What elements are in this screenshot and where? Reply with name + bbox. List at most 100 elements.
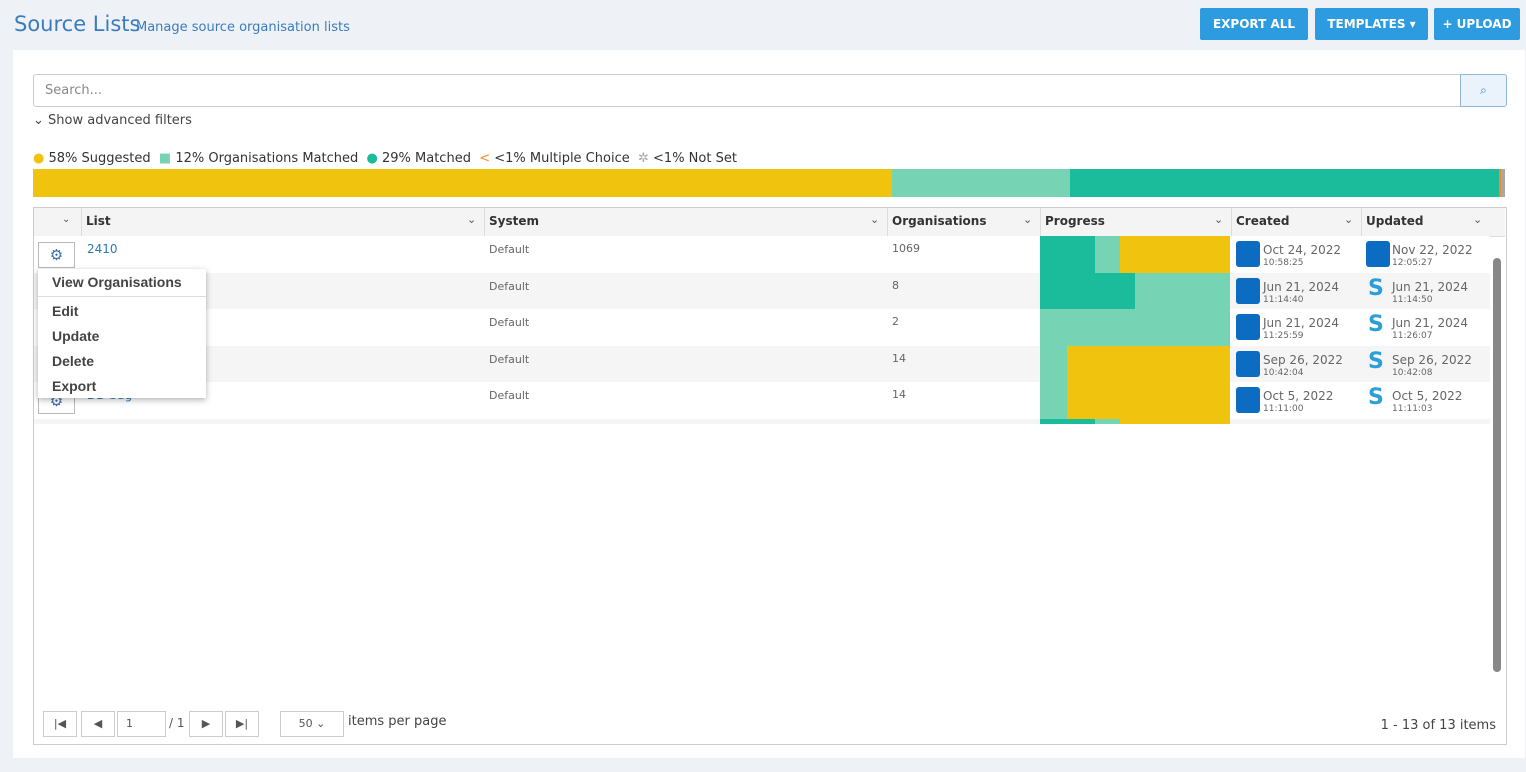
button-label: EXPORT ALL	[1212, 17, 1296, 31]
column-header[interactable]: Progress	[1045, 214, 1105, 228]
progress-bar	[1040, 382, 1230, 419]
menu-item[interactable]: Export	[52, 378, 97, 394]
menu-item[interactable]: Delete	[52, 353, 95, 369]
column-divider	[887, 208, 888, 236]
table-body: ⚙ 2410 Default 1069 Oct 24, 2022 10:58:25 Nov …	[34, 236, 1490, 424]
page-size-select[interactable]: 50 ⌄	[280, 711, 344, 737]
progress-segment	[1066, 345, 1230, 382]
legend-label: 12% Organisations Matched	[175, 151, 359, 166]
column-header[interactable]: Created	[1236, 214, 1290, 228]
system-logo: S	[1368, 348, 1384, 374]
updated-date: Sep 26, 2022	[1392, 352, 1472, 367]
organisations-cell: 8	[892, 278, 899, 292]
gear-button[interactable]: ⚙	[38, 242, 75, 268]
button-label: UPLOAD	[1456, 17, 1512, 31]
per-page-label: items per page	[348, 714, 447, 729]
icon: ✲	[637, 151, 649, 166]
prev-page[interactable]: ◀	[81, 711, 115, 737]
page-size: 50	[298, 717, 313, 730]
page-count: / 1	[169, 716, 185, 730]
first-page[interactable]: |◀	[43, 711, 77, 737]
summary-bar	[33, 169, 1505, 197]
progress-segment	[1119, 418, 1230, 424]
advanced-filters-toggle[interactable]: ⌄ Show advanced filters	[33, 113, 192, 128]
table-row	[34, 418, 1490, 424]
next-page[interactable]: ▶	[189, 711, 223, 737]
scrollbar	[1493, 258, 1501, 672]
templates-button[interactable]: TEMPLATES ▾	[1315, 8, 1428, 40]
progress-bar	[1040, 236, 1230, 273]
created-date: Sep 26, 2022	[1263, 352, 1343, 367]
legend-label: <1% Not Set	[653, 151, 737, 166]
button-label: TEMPLATES	[1327, 17, 1406, 31]
avatar	[1236, 241, 1260, 267]
toggle-label: Show advanced filters	[48, 113, 192, 128]
column-header[interactable]: Organisations	[892, 214, 987, 228]
progress-segment	[1095, 236, 1120, 273]
separator	[38, 296, 206, 297]
progress-segment	[1095, 418, 1120, 424]
icon: <	[479, 151, 491, 166]
chevron: ⌄	[62, 214, 71, 225]
table-row: ⚙DD bugDefault14Oct 5, 202211:11:00SOct …	[34, 382, 1490, 420]
updated-date: Jun 21, 2024	[1392, 279, 1469, 294]
search-input[interactable]: Search...	[33, 74, 1462, 107]
chevron: ⌄	[1023, 213, 1033, 226]
created-time: 11:11:00	[1263, 404, 1304, 414]
organisations-cell: 2	[892, 315, 899, 328]
system-logo: S	[1368, 385, 1384, 410]
organisations-cell: 14	[892, 351, 906, 365]
page-title: Source Lists	[14, 12, 141, 36]
progress-segment	[1040, 345, 1067, 382]
progress-bar	[1040, 309, 1230, 346]
upload-button[interactable]: + UPLOAD	[1434, 8, 1520, 40]
avatar	[1236, 277, 1260, 304]
system-logo: S	[1368, 312, 1384, 337]
export-all-button[interactable]: EXPORT ALL	[1200, 8, 1308, 40]
column-divider	[484, 208, 485, 236]
column-divider	[81, 208, 82, 236]
column-header[interactable]: System	[489, 214, 539, 228]
menu-item[interactable]: Edit	[52, 303, 79, 319]
created-date: Jun 21, 2024	[1263, 279, 1340, 294]
created-date: Jun 21, 2024	[1263, 316, 1340, 330]
updated-time: 12:05:27	[1392, 258, 1433, 268]
avatar	[1366, 241, 1390, 267]
progress-bar	[1040, 418, 1230, 424]
progress-segment	[1040, 236, 1096, 273]
page-input[interactable]: 1	[117, 711, 166, 737]
updated-date: Nov 22, 2022	[1392, 243, 1473, 257]
legend-label: 58% Suggested	[48, 151, 151, 166]
column-header[interactable]: List	[86, 214, 111, 228]
column-header[interactable]: Updated	[1366, 214, 1424, 228]
table-header	[34, 208, 1505, 237]
progress-segment	[1119, 236, 1230, 273]
created-time: 11:25:59	[1263, 331, 1304, 341]
menu-item[interactable]: Update	[52, 328, 100, 344]
avatar	[1236, 387, 1260, 413]
progress-segment	[1040, 418, 1096, 424]
last-page[interactable]: ▶|	[225, 711, 259, 737]
chevron: ⌄	[1214, 213, 1224, 226]
organisations-cell: 14	[892, 388, 906, 401]
system-cell: Default	[489, 389, 530, 402]
summary-segment	[1499, 169, 1501, 197]
table	[33, 207, 1507, 745]
updated-time: 11:26:07	[1392, 331, 1433, 341]
avatar	[1236, 350, 1260, 377]
progress-segment	[1040, 309, 1230, 346]
chevron: ⌄	[1473, 213, 1483, 226]
menu-item[interactable]: View Organisations	[52, 274, 182, 290]
updated-time: 11:11:03	[1392, 404, 1433, 414]
summary-segment	[891, 169, 1070, 197]
system-cell: Default	[489, 243, 530, 256]
updated-time: 10:42:08	[1392, 367, 1433, 378]
search-button[interactable]: ⌕	[1460, 74, 1507, 107]
icon: ●	[33, 151, 45, 166]
progress-segment	[1040, 382, 1067, 419]
progress-bar	[1040, 345, 1230, 382]
progress-bar	[1040, 272, 1230, 309]
updated-date: Oct 5, 2022	[1392, 389, 1463, 403]
